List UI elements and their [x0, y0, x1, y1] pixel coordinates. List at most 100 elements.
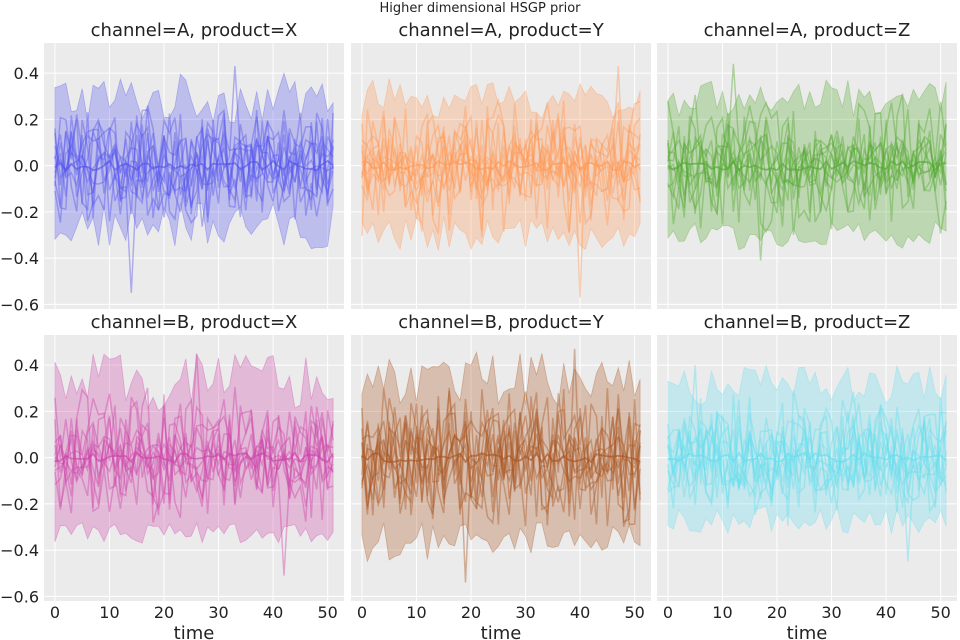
sample-line: [667, 365, 947, 562]
y-tick-label: −0.2: [0, 495, 39, 514]
sample-line: [361, 388, 641, 527]
sample-line: [361, 387, 641, 527]
sample-line: [54, 442, 334, 472]
median-line: [361, 159, 641, 172]
y-tick-label: 0.4: [14, 356, 39, 375]
x-tick-label: 50: [624, 603, 644, 622]
sample-line: [54, 387, 334, 523]
x-tick-label: 10: [712, 603, 732, 622]
sample-line: [361, 121, 641, 208]
sample-line: [667, 420, 947, 496]
interval-band: [667, 79, 947, 251]
x-tick-label: 20: [154, 603, 174, 622]
sample-line: [54, 415, 334, 498]
sample-line: [54, 353, 334, 576]
interval-band: [54, 353, 334, 544]
subplot-6: channel=B, product=Z 0 10 20 30 40 50 time: [657, 312, 957, 640]
x-tick-label: 20: [461, 603, 481, 622]
interval-band: [54, 71, 334, 250]
sample-line: [54, 441, 334, 473]
y-tick-label: −0.2: [0, 203, 39, 222]
sample-line: [54, 66, 334, 293]
subplot-title: channel=B, product=Y: [398, 312, 604, 333]
sample-line: [667, 426, 947, 491]
sample-line: [361, 136, 641, 195]
sample-line: [667, 414, 947, 496]
sample-line: [361, 124, 641, 207]
sample-line: [361, 66, 641, 298]
sample-line: [54, 405, 334, 508]
x-tick-label: 50: [930, 603, 950, 622]
sample-line: [667, 112, 947, 214]
plot-area: [657, 43, 957, 309]
x-tick-label: 0: [663, 603, 673, 622]
median-line: [54, 159, 334, 172]
sample-line: [361, 390, 641, 525]
subplot-title: channel=A, product=Y: [398, 20, 604, 41]
subplot-5: channel=B, product=Y 0 10 20 30 40 50 time: [351, 312, 651, 640]
median-line: [54, 451, 334, 464]
x-tick-label: 20: [767, 603, 787, 622]
sample-line: [54, 108, 334, 225]
sample-line: [667, 141, 947, 190]
sample-line: [54, 112, 334, 219]
subplot-1: channel=A, product=X 0.4 0.2 0.0 −0.2 −0.4 −0.…: [0, 20, 344, 314]
subplot-4: channel=B, product=X 0.4 0.2 0.0 −0.2 −0.4 −0.…: [0, 312, 344, 640]
subplot-title: channel=A, product=Z: [704, 20, 911, 41]
y-tick-label: 0.4: [14, 64, 39, 83]
sample-line: [667, 133, 947, 196]
sample-line: [54, 120, 334, 216]
subplot-title: channel=A, product=X: [91, 20, 298, 41]
sample-line: [54, 425, 334, 489]
sample-line: [667, 137, 947, 192]
plot-area: [44, 335, 344, 601]
sample-line: [54, 128, 334, 204]
median-line: [667, 451, 947, 464]
sample-line: [361, 150, 641, 181]
x-tick-label: 10: [99, 603, 119, 622]
sample-line: [667, 408, 947, 508]
y-tick-label: 0.0: [14, 449, 39, 468]
sample-line: [54, 117, 334, 218]
figure-title: Higher dimensional HSGP prior: [380, 1, 582, 16]
sample-line: [361, 412, 641, 501]
sample-line: [54, 411, 334, 505]
sample-line: [667, 404, 947, 509]
sample-line: [361, 100, 641, 232]
sample-line: [667, 399, 947, 513]
plot-area: [44, 43, 344, 309]
sample-line: [361, 433, 641, 484]
y-tick-label: −0.4: [0, 249, 39, 268]
sample-line: [361, 348, 641, 583]
sample-line: [54, 396, 334, 519]
sample-line: [54, 105, 334, 227]
x-axis-label: time: [174, 623, 215, 640]
x-tick-label: 0: [357, 603, 367, 622]
y-tick-label: 0.2: [14, 110, 39, 129]
y-tick-label: −0.4: [0, 541, 39, 560]
x-tick-label: 10: [406, 603, 426, 622]
sample-line: [667, 100, 947, 229]
sample-line: [667, 410, 947, 503]
sample-line: [667, 427, 947, 488]
sample-line: [361, 414, 641, 505]
sample-line: [361, 114, 641, 220]
interval-band: [667, 364, 947, 535]
subplot-title: channel=B, product=Z: [704, 312, 911, 333]
plot-area: [351, 335, 651, 601]
median-line: [667, 159, 947, 172]
sample-line: [667, 63, 947, 261]
sample-line: [361, 97, 641, 238]
sample-line: [54, 131, 334, 196]
sample-line: [54, 432, 334, 485]
subplot-title: channel=B, product=X: [91, 312, 298, 333]
median-line: [361, 451, 641, 464]
sample-line: [54, 127, 334, 205]
x-tick-label: 0: [50, 603, 60, 622]
subplot-3: channel=A, product=Z: [657, 20, 957, 309]
y-tick-label: −0.6: [0, 587, 39, 606]
subplot-2: channel=A, product=Y: [351, 20, 651, 309]
plot-area: [351, 43, 651, 309]
y-tick-label: 0.2: [14, 402, 39, 421]
